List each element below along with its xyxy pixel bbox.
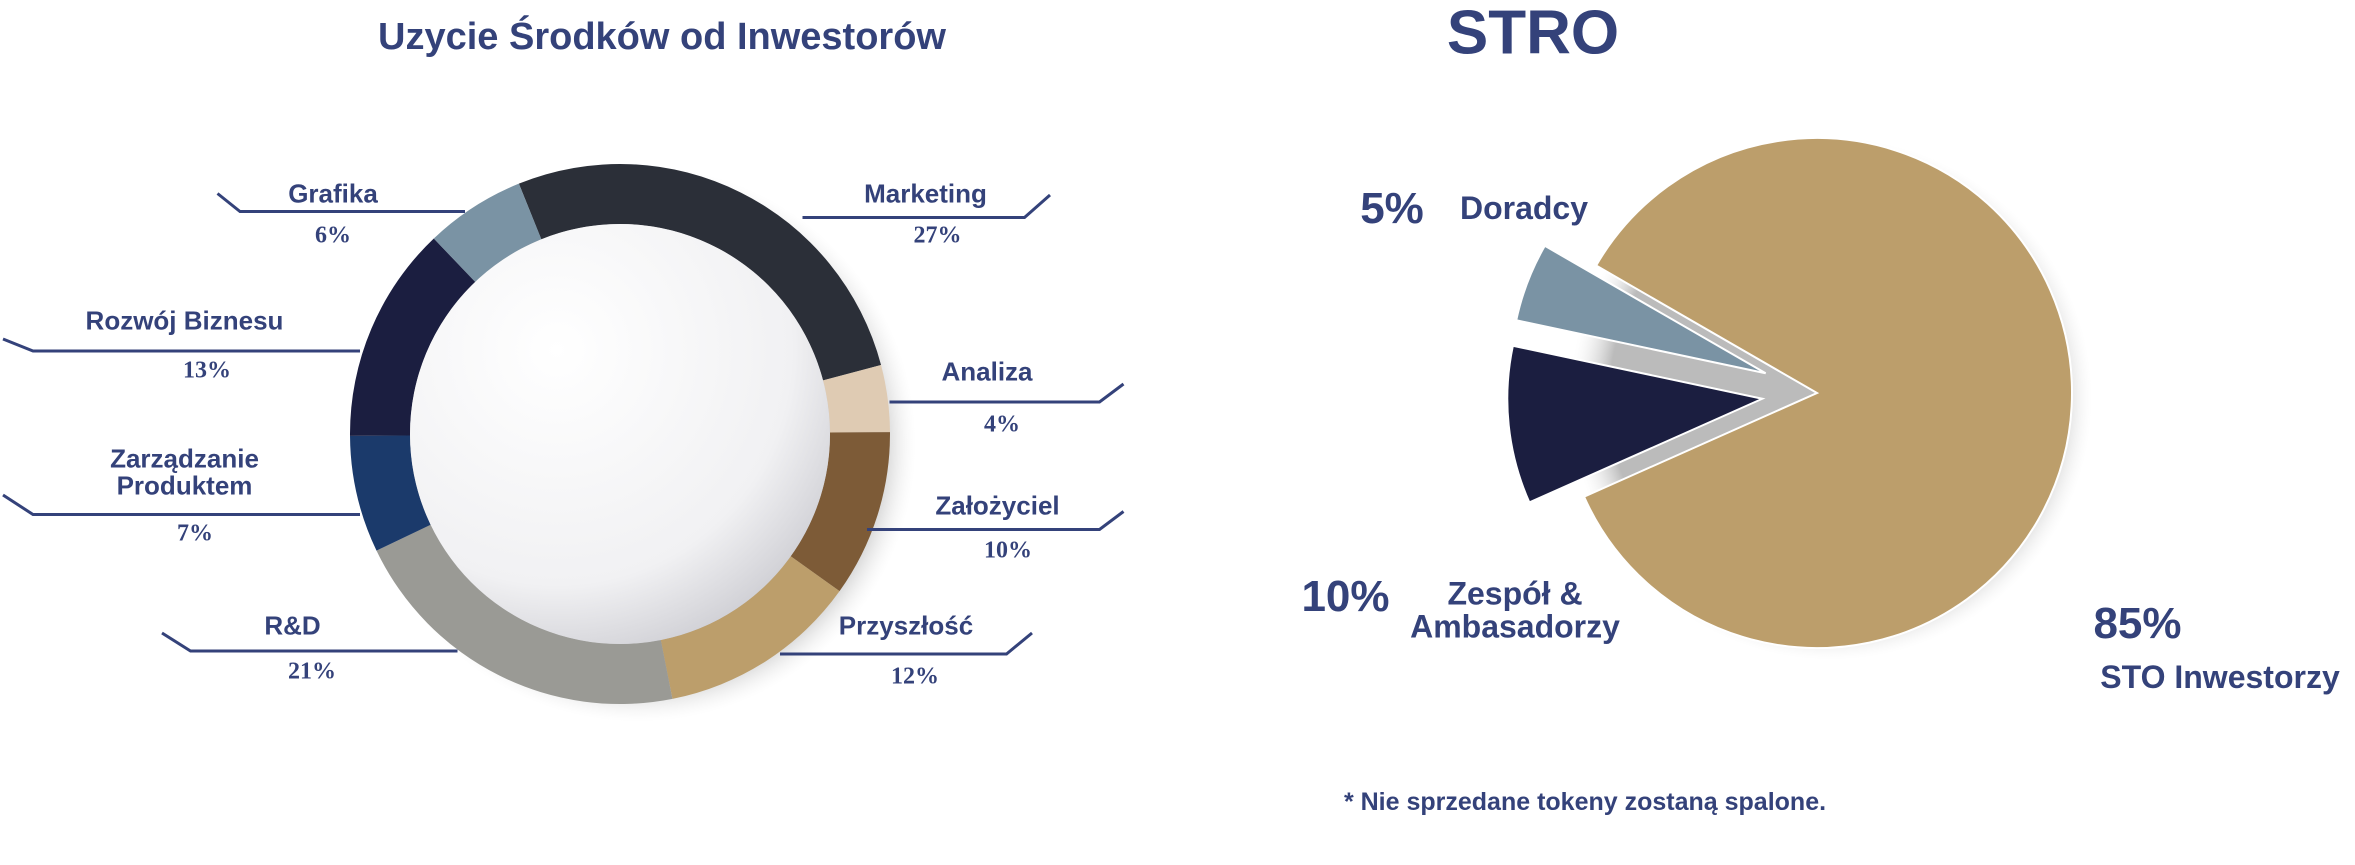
donut-center — [410, 224, 830, 644]
donut-segment — [660, 556, 840, 699]
leader-line — [2, 337, 360, 353]
pie-slice — [1515, 244, 1767, 375]
leader-line — [161, 631, 458, 653]
value-label: 10% — [984, 536, 1032, 563]
donut-segment — [433, 183, 542, 282]
leader-line — [780, 631, 1033, 656]
leader-line — [216, 192, 465, 213]
value-label: 27% — [913, 221, 962, 248]
category-label: STO Inwestorzy — [2100, 659, 2340, 696]
leader-line — [802, 193, 1051, 219]
donut-segment — [350, 435, 431, 551]
pie-title: STRO — [1446, 0, 1620, 68]
note: * Nie sprzedane tokeny zostaną spalone. — [1343, 787, 1827, 816]
category-label: Marketing — [864, 177, 987, 208]
category-label: Zarządzanie Produktem — [110, 443, 259, 501]
donut-segment — [823, 365, 890, 433]
value-label: 85% — [2093, 598, 2182, 648]
value-label: 6% — [315, 221, 351, 248]
donut-segment — [518, 164, 882, 381]
category-label: Przyszłość — [838, 609, 974, 640]
value-label: 4% — [984, 410, 1020, 437]
value-label: 7% — [177, 520, 213, 547]
category-label: R&D — [264, 609, 321, 640]
value-label: 13% — [183, 356, 231, 383]
donut-segment — [790, 432, 890, 592]
category-label: Założyciel — [935, 489, 1060, 520]
value-label: 21% — [288, 658, 336, 685]
donut-title: Uzycie Środków od Inwestorów — [378, 16, 946, 59]
category-label: Analiza — [941, 356, 1033, 387]
category-label: Zespół & Ambasadorzy — [1410, 574, 1620, 645]
leader-line — [867, 510, 1125, 531]
category-label: Doradcy — [1459, 189, 1589, 226]
category-label: Grafika — [288, 177, 378, 208]
donut-segment — [376, 524, 673, 705]
category-label: Rozwój Biznesu — [85, 305, 284, 336]
value-label: 10% — [1301, 571, 1390, 621]
leader-line — [889, 382, 1125, 404]
value-label: 5% — [1360, 183, 1424, 233]
value-label: 12% — [891, 662, 939, 689]
donut-segment — [350, 238, 476, 436]
leader-line — [2, 493, 360, 516]
pie-slice — [1506, 344, 1766, 504]
pie-slice — [1582, 137, 2073, 649]
